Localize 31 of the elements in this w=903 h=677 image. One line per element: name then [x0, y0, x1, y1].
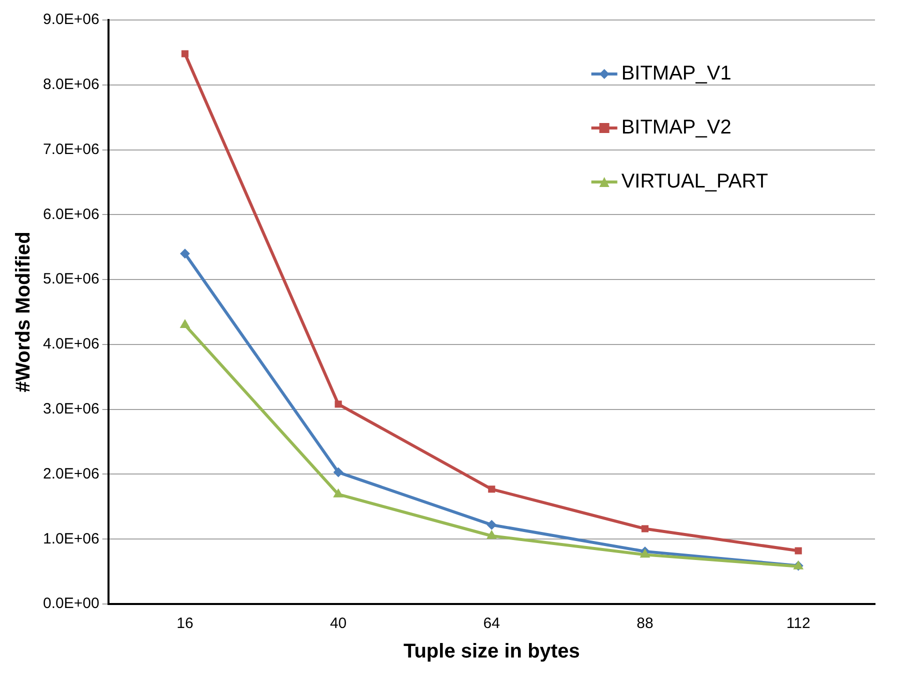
point: [181, 50, 189, 58]
point: [641, 525, 649, 532]
x-axis-title: Tuple size in bytes: [403, 640, 580, 663]
y-tick-label: 6.0E+06: [42, 206, 100, 223]
x-tick-label: 16: [176, 615, 194, 632]
point: [794, 547, 802, 554]
point: [334, 400, 342, 408]
y-tick-label: 5.0E+06: [42, 270, 100, 288]
point: [488, 486, 496, 493]
x-tick-label: 64: [483, 615, 500, 632]
point: [486, 520, 497, 530]
y-axis-title: #Words Modified: [12, 232, 35, 392]
y-tick-label: 2.0E+06: [42, 465, 100, 482]
x-tick-label: 112: [786, 615, 810, 632]
x-tick-label: 40: [330, 615, 347, 632]
y-tick-label: 3.0E+06: [42, 400, 100, 418]
x-tick-label: 88: [636, 615, 654, 632]
y-tick-label: 4.0E+06: [42, 336, 100, 353]
legend-label: BITMAP_V1: [621, 62, 732, 85]
y-tick-label: 7.0E+06: [42, 140, 100, 158]
legend-label: BITMAP_V2: [621, 116, 732, 139]
point: [486, 530, 497, 539]
y-tick-label: 1.0E+06: [42, 530, 100, 548]
legend-label: VIRTUAL_PART: [621, 170, 768, 193]
y-tick-label: 0.0E+00: [42, 595, 100, 612]
point: [180, 248, 190, 259]
point: [333, 488, 344, 498]
point: [640, 548, 650, 558]
y-tick-label: 9.0E+06: [42, 11, 100, 28]
y-tick-label: 8.0E+06: [42, 76, 100, 94]
point: [333, 467, 344, 478]
